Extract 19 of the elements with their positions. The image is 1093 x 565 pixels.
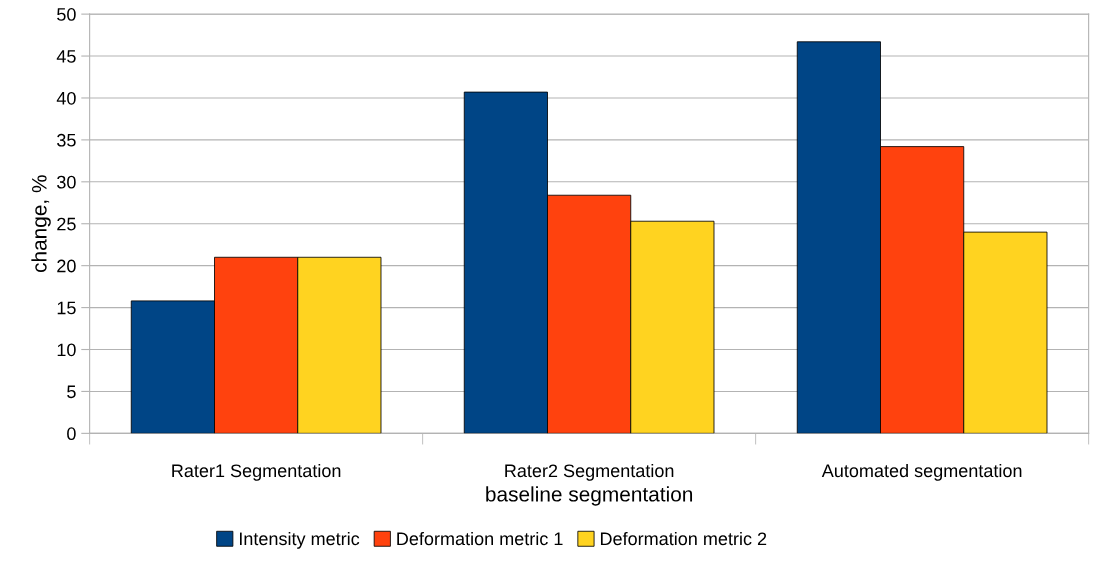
y-tick-label: 35 — [57, 133, 76, 147]
legend-label: Deformation metric 2 — [600, 531, 767, 546]
y-tick-label: 50 — [57, 8, 76, 21]
x-axis-title: baseline segmentation — [486, 486, 693, 506]
y-tick-label: 30 — [57, 175, 76, 189]
x-tick-label: Rater1 Segmentation — [172, 463, 341, 481]
x-tick-label: Automated segmentation — [821, 463, 1022, 481]
y-tick-label: 5 — [67, 385, 76, 399]
y-tick-label: 45 — [56, 50, 76, 63]
y-tick-label: 40 — [56, 91, 76, 105]
legend-label: Deformation metric 1 — [397, 531, 563, 546]
y-tick-label: 20 — [57, 259, 76, 273]
y-tick-label: 15 — [57, 301, 76, 315]
legend-label: Intensity metric — [239, 531, 360, 549]
y-axis-title: change, % — [31, 175, 51, 273]
y-tick-label: 10 — [57, 343, 76, 357]
x-tick-label: Rater2 Segmentation — [505, 463, 674, 481]
y-tick-label: 25 — [57, 217, 76, 231]
y-tick-label: 0 — [67, 427, 76, 441]
